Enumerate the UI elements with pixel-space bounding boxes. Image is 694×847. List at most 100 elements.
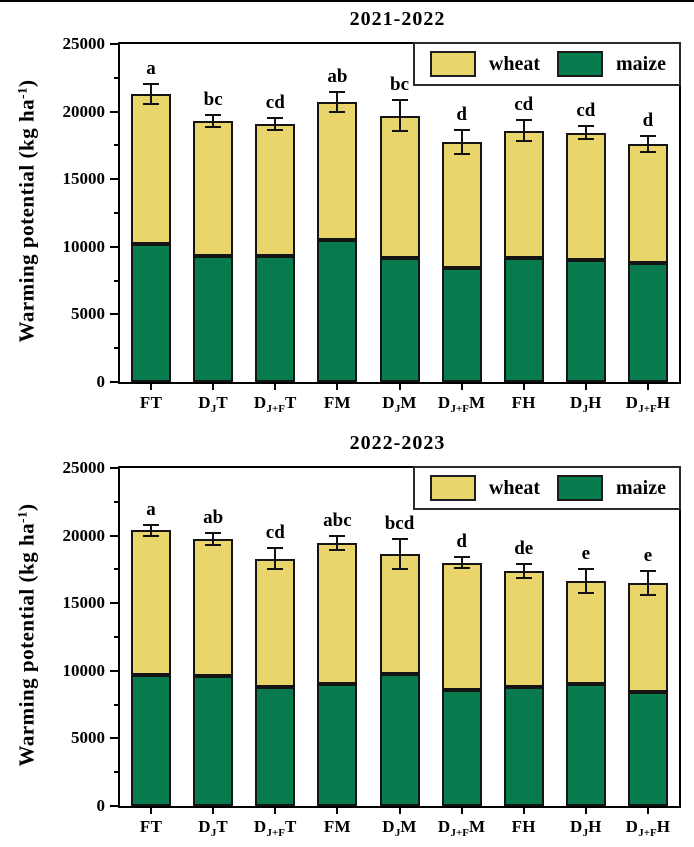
- x-tick: [212, 384, 215, 390]
- y-tick-label: 0: [96, 372, 106, 391]
- wheat-bar-segment: [317, 543, 358, 685]
- x-label-text: D: [625, 393, 639, 412]
- significance-letter: d: [456, 103, 467, 125]
- x-tick-label: DJH: [570, 393, 602, 415]
- y-axis-label: Warming potential (kg ha-1): [15, 425, 40, 845]
- y-axis-label-text: ): [14, 503, 39, 512]
- error-bar: [336, 536, 339, 550]
- y-tick-label: 5000: [71, 728, 105, 748]
- legend: wheat maize: [412, 466, 681, 510]
- chart-panel-2021-2022: 2021-2022 Warming potential (kg ha-1) 0 500…: [0, 2, 694, 425]
- x-tick: [336, 808, 339, 814]
- x-tick-label: FT: [140, 393, 162, 413]
- legend-item-maize: maize: [557, 51, 666, 77]
- error-bar-cap-top: [391, 99, 408, 102]
- error-bar-cap-bottom: [453, 567, 470, 570]
- error-bar-cap-bottom: [577, 592, 594, 595]
- x-label-subscript: J: [394, 403, 401, 415]
- wheat-bar-segment: [317, 102, 358, 241]
- maize-bar-segment: [441, 689, 482, 806]
- x-label-text: D: [570, 817, 583, 836]
- y-tick-label: 20000: [62, 525, 106, 545]
- error-bar-cap-top: [205, 113, 222, 116]
- x-label-text: D: [570, 393, 583, 412]
- error-bar-cap-bottom: [267, 128, 284, 131]
- x-tick-label: DJ+FT: [254, 393, 297, 415]
- error-bar: [522, 564, 525, 578]
- significance-letter: e: [643, 544, 653, 566]
- error-bar: [584, 568, 587, 594]
- x-label-subscript: J+F: [450, 403, 469, 415]
- error-bar-cap-bottom: [329, 111, 346, 114]
- error-bar: [646, 135, 649, 153]
- y-tick-label: 0: [96, 796, 106, 815]
- x-label-text: H: [588, 817, 602, 836]
- x-tick: [398, 808, 401, 814]
- maize-bar-segment: [255, 256, 296, 382]
- maize-bar-segment: [131, 244, 172, 382]
- y-tick-minor: [114, 500, 118, 503]
- x-tick-label: DJ+FM: [438, 393, 485, 415]
- y-tick-minor: [114, 347, 118, 350]
- x-tick: [212, 808, 215, 814]
- error-bar-cap-top: [329, 535, 346, 538]
- significance-letter: bc: [203, 88, 223, 110]
- error-bar: [274, 117, 277, 130]
- x-tick: [460, 808, 463, 814]
- x-label-text: T: [284, 393, 297, 412]
- plot-area: 0 5000 10000 15000 20000 25000 a FT ab DJT cd DJ+FT…: [63, 458, 681, 839]
- significance-letter: cd: [265, 91, 285, 113]
- x-tick-label: DJM: [382, 393, 416, 415]
- x-label-text: D: [198, 393, 211, 412]
- x-tick: [274, 808, 277, 814]
- y-tick-major: [110, 805, 118, 807]
- x-tick: [522, 384, 525, 390]
- y-tick-minor: [114, 76, 118, 79]
- x-label-text: D: [253, 817, 267, 836]
- error-bar-cap-bottom: [391, 130, 408, 133]
- error-bar-cap-top: [577, 567, 594, 570]
- x-label-text: FT: [139, 393, 163, 412]
- x-label-text: FH: [511, 817, 536, 836]
- significance-letter: cd: [265, 522, 285, 544]
- maize-bar-segment: [131, 674, 172, 806]
- legend-swatch-wheat: [429, 475, 476, 501]
- legend-swatch-maize: [557, 475, 604, 501]
- maize-bar-segment: [379, 674, 420, 806]
- x-label-text: FH: [511, 393, 536, 412]
- x-tick: [584, 808, 587, 814]
- error-bar-cap-top: [391, 537, 408, 540]
- wheat-bar-segment: [255, 558, 296, 688]
- y-tick-major: [110, 602, 118, 605]
- error-bar-cap-top: [205, 531, 222, 534]
- wheat-bar-segment: [379, 553, 420, 675]
- error-bar-cap-top: [453, 128, 470, 131]
- wheat-bar-segment: [627, 582, 668, 693]
- x-tick-label: DJ+FT: [254, 817, 297, 839]
- wheat-bar-segment: [255, 123, 296, 257]
- y-tick-label: 20000: [62, 101, 106, 121]
- significance-letter: d: [456, 531, 467, 553]
- y-tick-minor: [114, 703, 118, 706]
- maize-bar-segment: [317, 240, 358, 382]
- wheat-bar-segment: [441, 142, 482, 268]
- x-tick-label: DJM: [382, 817, 416, 839]
- x-label-subscript: J+F: [638, 403, 657, 415]
- y-axis-label-text: Warming potential (kg ha: [14, 522, 39, 767]
- x-tick: [274, 384, 277, 390]
- significance-letter: a: [146, 498, 156, 520]
- x-label-subscript: J+F: [638, 827, 657, 839]
- x-label-text: FM: [323, 817, 351, 836]
- maize-bar-segment: [317, 684, 358, 806]
- x-tick: [150, 808, 153, 814]
- y-tick-major: [110, 43, 118, 45]
- error-bar-cap-bottom: [143, 103, 160, 106]
- maize-bar-segment: [565, 684, 606, 806]
- significance-letter: abc: [323, 510, 352, 532]
- error-bar-cap-top: [639, 569, 656, 572]
- x-tick-label: FM: [324, 393, 351, 413]
- x-tick-label: DJH: [570, 817, 602, 839]
- error-bar-cap-bottom: [639, 151, 656, 154]
- legend-label: wheat: [488, 52, 541, 75]
